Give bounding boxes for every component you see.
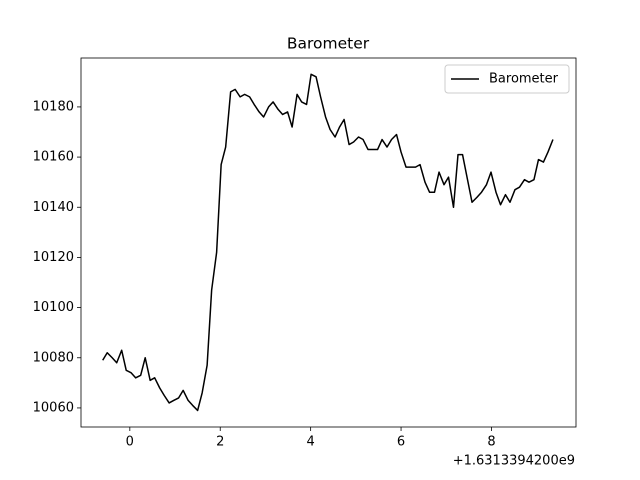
x-offset-label: +1.6313394200e9	[453, 454, 575, 469]
y-tick-label: 10120	[33, 250, 74, 265]
legend-label: Barometer	[489, 72, 559, 87]
series-line	[102, 73, 554, 412]
x-tick-label: 6	[397, 435, 405, 450]
y-tick-label: 10080	[33, 350, 74, 365]
y-tick-label: 10180	[33, 99, 74, 114]
plot-frame	[80, 57, 577, 428]
x-tick-label: 0	[126, 435, 134, 450]
x-tick-label: 8	[487, 435, 495, 450]
y-tick-label: 10060	[33, 400, 74, 415]
chart-title: Barometer	[287, 35, 370, 53]
y-tick-label: 10100	[33, 300, 74, 315]
y-tick-label: 10140	[33, 200, 74, 215]
legend-box	[444, 64, 570, 94]
x-tick-label: 2	[216, 435, 224, 450]
x-tick-label: 4	[307, 435, 315, 450]
y-tick-label: 10160	[33, 150, 74, 165]
